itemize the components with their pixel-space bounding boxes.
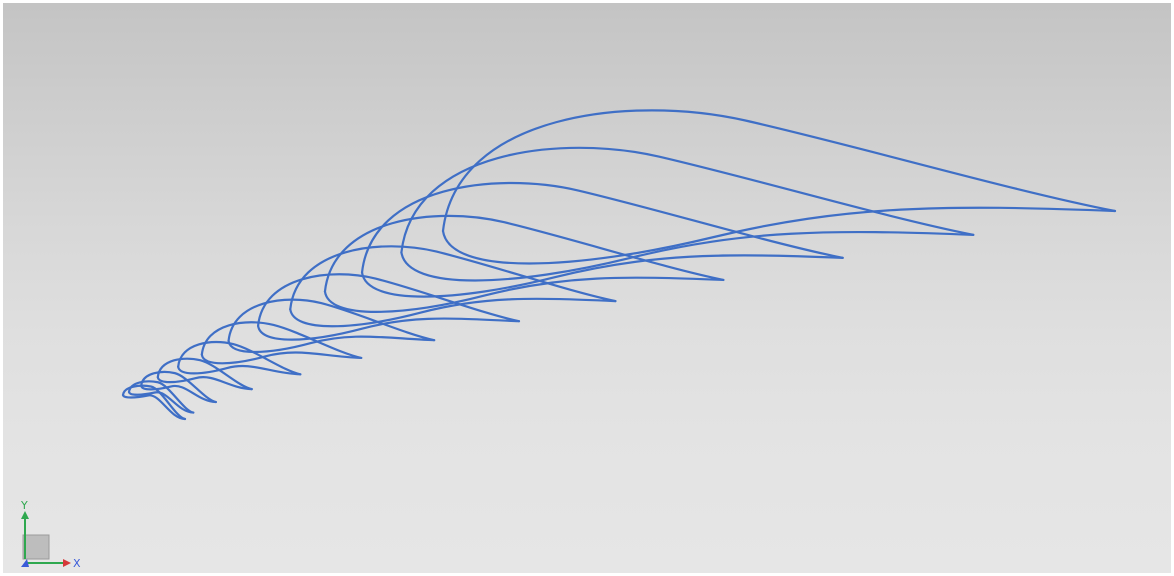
- section-curve-8-lower[interactable]: [256, 317, 521, 341]
- section-curve-12-upper[interactable]: [400, 146, 975, 254]
- coordinate-triad: Y X: [20, 501, 81, 570]
- section-curve-1-upper[interactable]: [121, 384, 187, 421]
- section-curve-5-lower[interactable]: [177, 364, 302, 376]
- triad-x-arrow: [63, 559, 71, 567]
- section-curve-11-lower[interactable]: [360, 254, 844, 298]
- section-curve-7-lower[interactable]: [227, 335, 436, 354]
- triad-z-arrow: [21, 559, 29, 567]
- section-curve-2-lower[interactable]: [127, 390, 195, 414]
- section-curve-13-lower[interactable]: [441, 206, 1117, 265]
- section-curve-4-lower[interactable]: [156, 376, 253, 391]
- section-curve-5-upper[interactable]: [177, 340, 302, 376]
- section-curve-9-lower[interactable]: [289, 297, 617, 328]
- section-curve-2-upper[interactable]: [127, 380, 195, 414]
- section-curve-3-lower[interactable]: [140, 384, 218, 404]
- section-curve-6-lower[interactable]: [200, 351, 363, 365]
- section-curve-8-upper[interactable]: [256, 273, 521, 327]
- section-curve-11-upper[interactable]: [360, 181, 844, 274]
- section-curve-9-upper[interactable]: [289, 245, 617, 311]
- triad-y-label: Y: [20, 501, 28, 512]
- graphics-viewport[interactable]: Y X: [3, 3, 1171, 573]
- section-curve-10-upper[interactable]: [323, 214, 725, 293]
- section-curve-1-lower[interactable]: [121, 393, 187, 421]
- section-curve-3-upper[interactable]: [140, 370, 218, 404]
- section-curve-12-lower[interactable]: [400, 230, 975, 282]
- triad-y-arrow: [21, 511, 29, 519]
- section-curve-6-upper[interactable]: [200, 321, 363, 360]
- triad-cube: [22, 534, 50, 560]
- section-curve-7-upper[interactable]: [227, 298, 436, 342]
- section-curve-4-upper[interactable]: [156, 357, 253, 391]
- section-curve-13-upper[interactable]: [441, 109, 1117, 233]
- triad-x-label: X: [73, 557, 81, 570]
- wing-section-curves[interactable]: [3, 3, 1171, 573]
- section-curve-10-lower[interactable]: [323, 276, 725, 313]
